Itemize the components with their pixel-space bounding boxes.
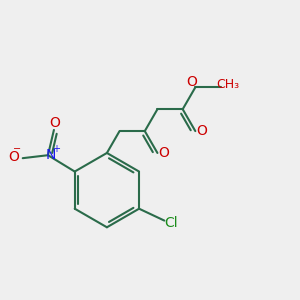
Text: O: O (158, 146, 169, 160)
Text: N: N (45, 148, 56, 162)
Text: −: − (13, 144, 21, 154)
Text: CH₃: CH₃ (217, 79, 240, 92)
Text: +: + (52, 144, 60, 154)
Text: O: O (50, 116, 60, 130)
Text: O: O (196, 124, 207, 138)
Text: O: O (186, 75, 197, 89)
Text: Cl: Cl (164, 216, 178, 230)
Text: O: O (8, 150, 19, 164)
